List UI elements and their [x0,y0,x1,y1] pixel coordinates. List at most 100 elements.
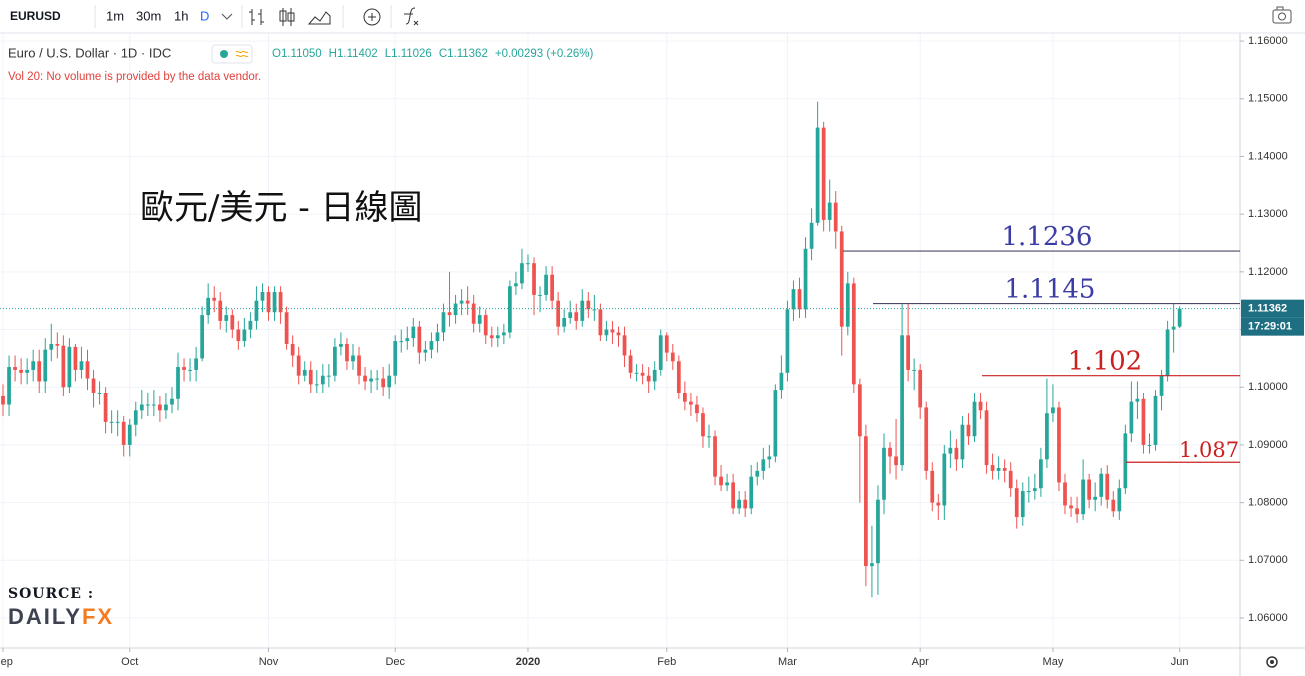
candle-body [785,309,790,373]
interval[interactable]: D [200,8,209,23]
instrument-name: Euro / U.S. Dollar · 1D · IDC [8,45,171,60]
candle-body [646,375,651,382]
candle-body [194,358,198,370]
candle-body [459,300,464,304]
candle-body [695,404,699,414]
candle-body [779,372,784,391]
candle-body [894,456,898,466]
candle-body [918,369,923,408]
candle-body [19,369,23,373]
candle-body [296,355,301,376]
x-tick-label: Jun [1171,656,1189,668]
x-tick-label: Dec [385,656,405,668]
candle-body [797,289,802,310]
candle-body [212,297,217,301]
candle-body [906,335,910,370]
candle-body [966,424,971,437]
candle-body [1026,491,1031,493]
candle-body [833,202,838,232]
candle-body [248,320,253,330]
snapshot-icon[interactable] [1272,6,1292,24]
candle-body [1020,491,1025,518]
candle-body [622,335,627,356]
y-tick-label: 1.12000 [1248,266,1288,278]
area-icon[interactable] [307,11,331,25]
candle-body [1105,473,1110,500]
market-status-dot [220,50,228,58]
candle-body [399,341,404,343]
candle-body [1,395,5,405]
candle-body [121,421,126,445]
countdown-label: 17:29:01 [1248,321,1292,333]
candle-body [984,410,989,466]
symbol[interactable]: EURUSD [10,9,61,23]
candle-body [634,372,639,374]
candle-body [640,372,645,376]
candle-body [423,349,428,353]
candle-body [357,355,361,376]
candle-body [604,329,609,336]
y-tick-label: 1.07000 [1248,554,1288,566]
candle-body [351,355,355,362]
candle-body [333,346,337,376]
candle-body [61,345,66,388]
candle-body [580,300,585,321]
candle-body [1159,375,1164,396]
candle-body [845,283,850,327]
candle-body [652,369,657,382]
x-tick-label: Nov [259,656,279,668]
candles-icon[interactable] [279,8,295,26]
candle-body [1147,444,1152,446]
candle-body [79,361,84,370]
candle-body [236,329,241,342]
candle-body [948,447,953,454]
candle-body [363,375,367,382]
interval[interactable]: 30m [136,8,161,23]
candle-body [719,476,723,486]
settings-icon[interactable] [1266,656,1278,668]
dropdown-icon[interactable] [221,13,233,20]
candle-body [737,499,742,509]
candle-body [1129,401,1134,434]
level-label: 1.087 [1179,438,1239,462]
candle-body [544,274,548,295]
status-badge [211,44,253,64]
candle-body [1111,499,1116,512]
candle-body [1123,433,1128,489]
candle-body [791,289,796,310]
candle-body [809,222,814,249]
interval[interactable]: 1h [174,8,188,23]
candle-body [200,315,205,359]
logo-part: DAILY [8,604,82,629]
candle-body [707,436,711,438]
candle-body [538,294,542,296]
candle-body [857,384,862,437]
y-tick-label: 1.14000 [1248,150,1288,162]
candle-body [345,343,349,362]
x-tick-label: May [1043,656,1064,668]
candle-body [1008,470,1013,489]
indicators-icon[interactable] [404,7,419,26]
x-tick-label: Apr [912,656,929,668]
candle-body [1117,488,1122,512]
bars-icon[interactable] [249,9,264,25]
plot-area [0,33,1240,648]
candle-body [670,352,675,362]
x-tick-label: Sep [0,656,13,668]
candle-body [31,361,36,370]
candle-body [127,424,132,445]
candle-body [682,393,687,402]
candle-body [1014,488,1019,518]
y-tick-label: 1.16000 [1248,35,1288,47]
candle-body [387,375,392,388]
candle-body [429,341,434,350]
candle-body [562,318,567,327]
candle-body [441,312,446,333]
add-icon[interactable] [363,8,381,26]
candle-body [1171,326,1176,330]
ohlc-legend-item: C1.11362 [439,48,488,60]
level-label: 1.1236 [1002,222,1093,252]
interval[interactable]: 1m [106,8,124,23]
